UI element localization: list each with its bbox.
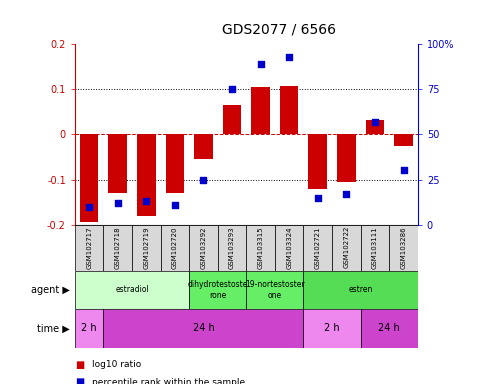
- Bar: [189, 271, 246, 309]
- Text: GSM103293: GSM103293: [229, 226, 235, 269]
- Text: GSM102722: GSM102722: [343, 226, 349, 268]
- Bar: [361, 309, 418, 348]
- Point: [85, 204, 93, 210]
- Point: [342, 191, 350, 197]
- Text: 24 h: 24 h: [378, 323, 400, 333]
- Text: 19-nortestoster
one: 19-nortestoster one: [245, 280, 305, 300]
- Text: GSM103315: GSM103315: [257, 226, 264, 269]
- Point: [399, 167, 407, 174]
- Text: percentile rank within the sample: percentile rank within the sample: [92, 377, 245, 384]
- Text: GSM103324: GSM103324: [286, 226, 292, 268]
- Text: agent ▶: agent ▶: [31, 285, 70, 295]
- Point: [228, 86, 236, 92]
- Text: GSM103111: GSM103111: [372, 226, 378, 269]
- Bar: [275, 225, 303, 271]
- Point: [371, 119, 379, 125]
- Bar: [366, 120, 384, 134]
- Text: GSM102721: GSM102721: [315, 226, 321, 268]
- Bar: [246, 225, 275, 271]
- Text: dihydrotestoste
rone: dihydrotestoste rone: [187, 280, 248, 300]
- Bar: [194, 134, 213, 159]
- Text: log10 ratio: log10 ratio: [92, 360, 141, 369]
- Text: GSM103286: GSM103286: [400, 226, 407, 269]
- Point: [285, 54, 293, 60]
- Point: [314, 195, 322, 201]
- Bar: [109, 134, 127, 193]
- Point: [171, 202, 179, 208]
- Bar: [160, 225, 189, 271]
- Point: [114, 200, 122, 206]
- Bar: [389, 225, 418, 271]
- Bar: [132, 225, 161, 271]
- Text: estradiol: estradiol: [115, 285, 149, 295]
- Bar: [251, 87, 270, 134]
- Bar: [80, 134, 99, 222]
- Text: GSM102717: GSM102717: [86, 226, 92, 269]
- Point: [257, 61, 265, 67]
- Bar: [189, 225, 218, 271]
- Text: GDS2077 / 6566: GDS2077 / 6566: [222, 23, 336, 36]
- Text: GSM103292: GSM103292: [200, 226, 206, 268]
- Bar: [303, 309, 361, 348]
- Text: GSM102718: GSM102718: [115, 226, 121, 269]
- Text: ■: ■: [75, 377, 84, 384]
- Text: GSM102719: GSM102719: [143, 226, 149, 269]
- Bar: [103, 309, 303, 348]
- Bar: [137, 134, 156, 216]
- Bar: [75, 271, 189, 309]
- Text: time ▶: time ▶: [37, 323, 70, 333]
- Bar: [309, 134, 327, 189]
- Bar: [361, 225, 389, 271]
- Bar: [103, 225, 132, 271]
- Text: 24 h: 24 h: [193, 323, 214, 333]
- Point: [142, 198, 150, 204]
- Text: 2 h: 2 h: [81, 323, 97, 333]
- Text: 2 h: 2 h: [324, 323, 340, 333]
- Bar: [394, 134, 413, 146]
- Text: GSM102720: GSM102720: [172, 226, 178, 268]
- Bar: [303, 225, 332, 271]
- Bar: [166, 134, 184, 193]
- Bar: [303, 271, 418, 309]
- Bar: [218, 225, 246, 271]
- Text: estren: estren: [348, 285, 373, 295]
- Text: ■: ■: [75, 360, 84, 370]
- Bar: [75, 309, 103, 348]
- Bar: [75, 225, 103, 271]
- Bar: [332, 225, 361, 271]
- Bar: [223, 105, 242, 134]
- Point: [199, 177, 207, 183]
- Bar: [246, 271, 303, 309]
- Bar: [337, 134, 355, 182]
- Bar: [280, 86, 298, 134]
